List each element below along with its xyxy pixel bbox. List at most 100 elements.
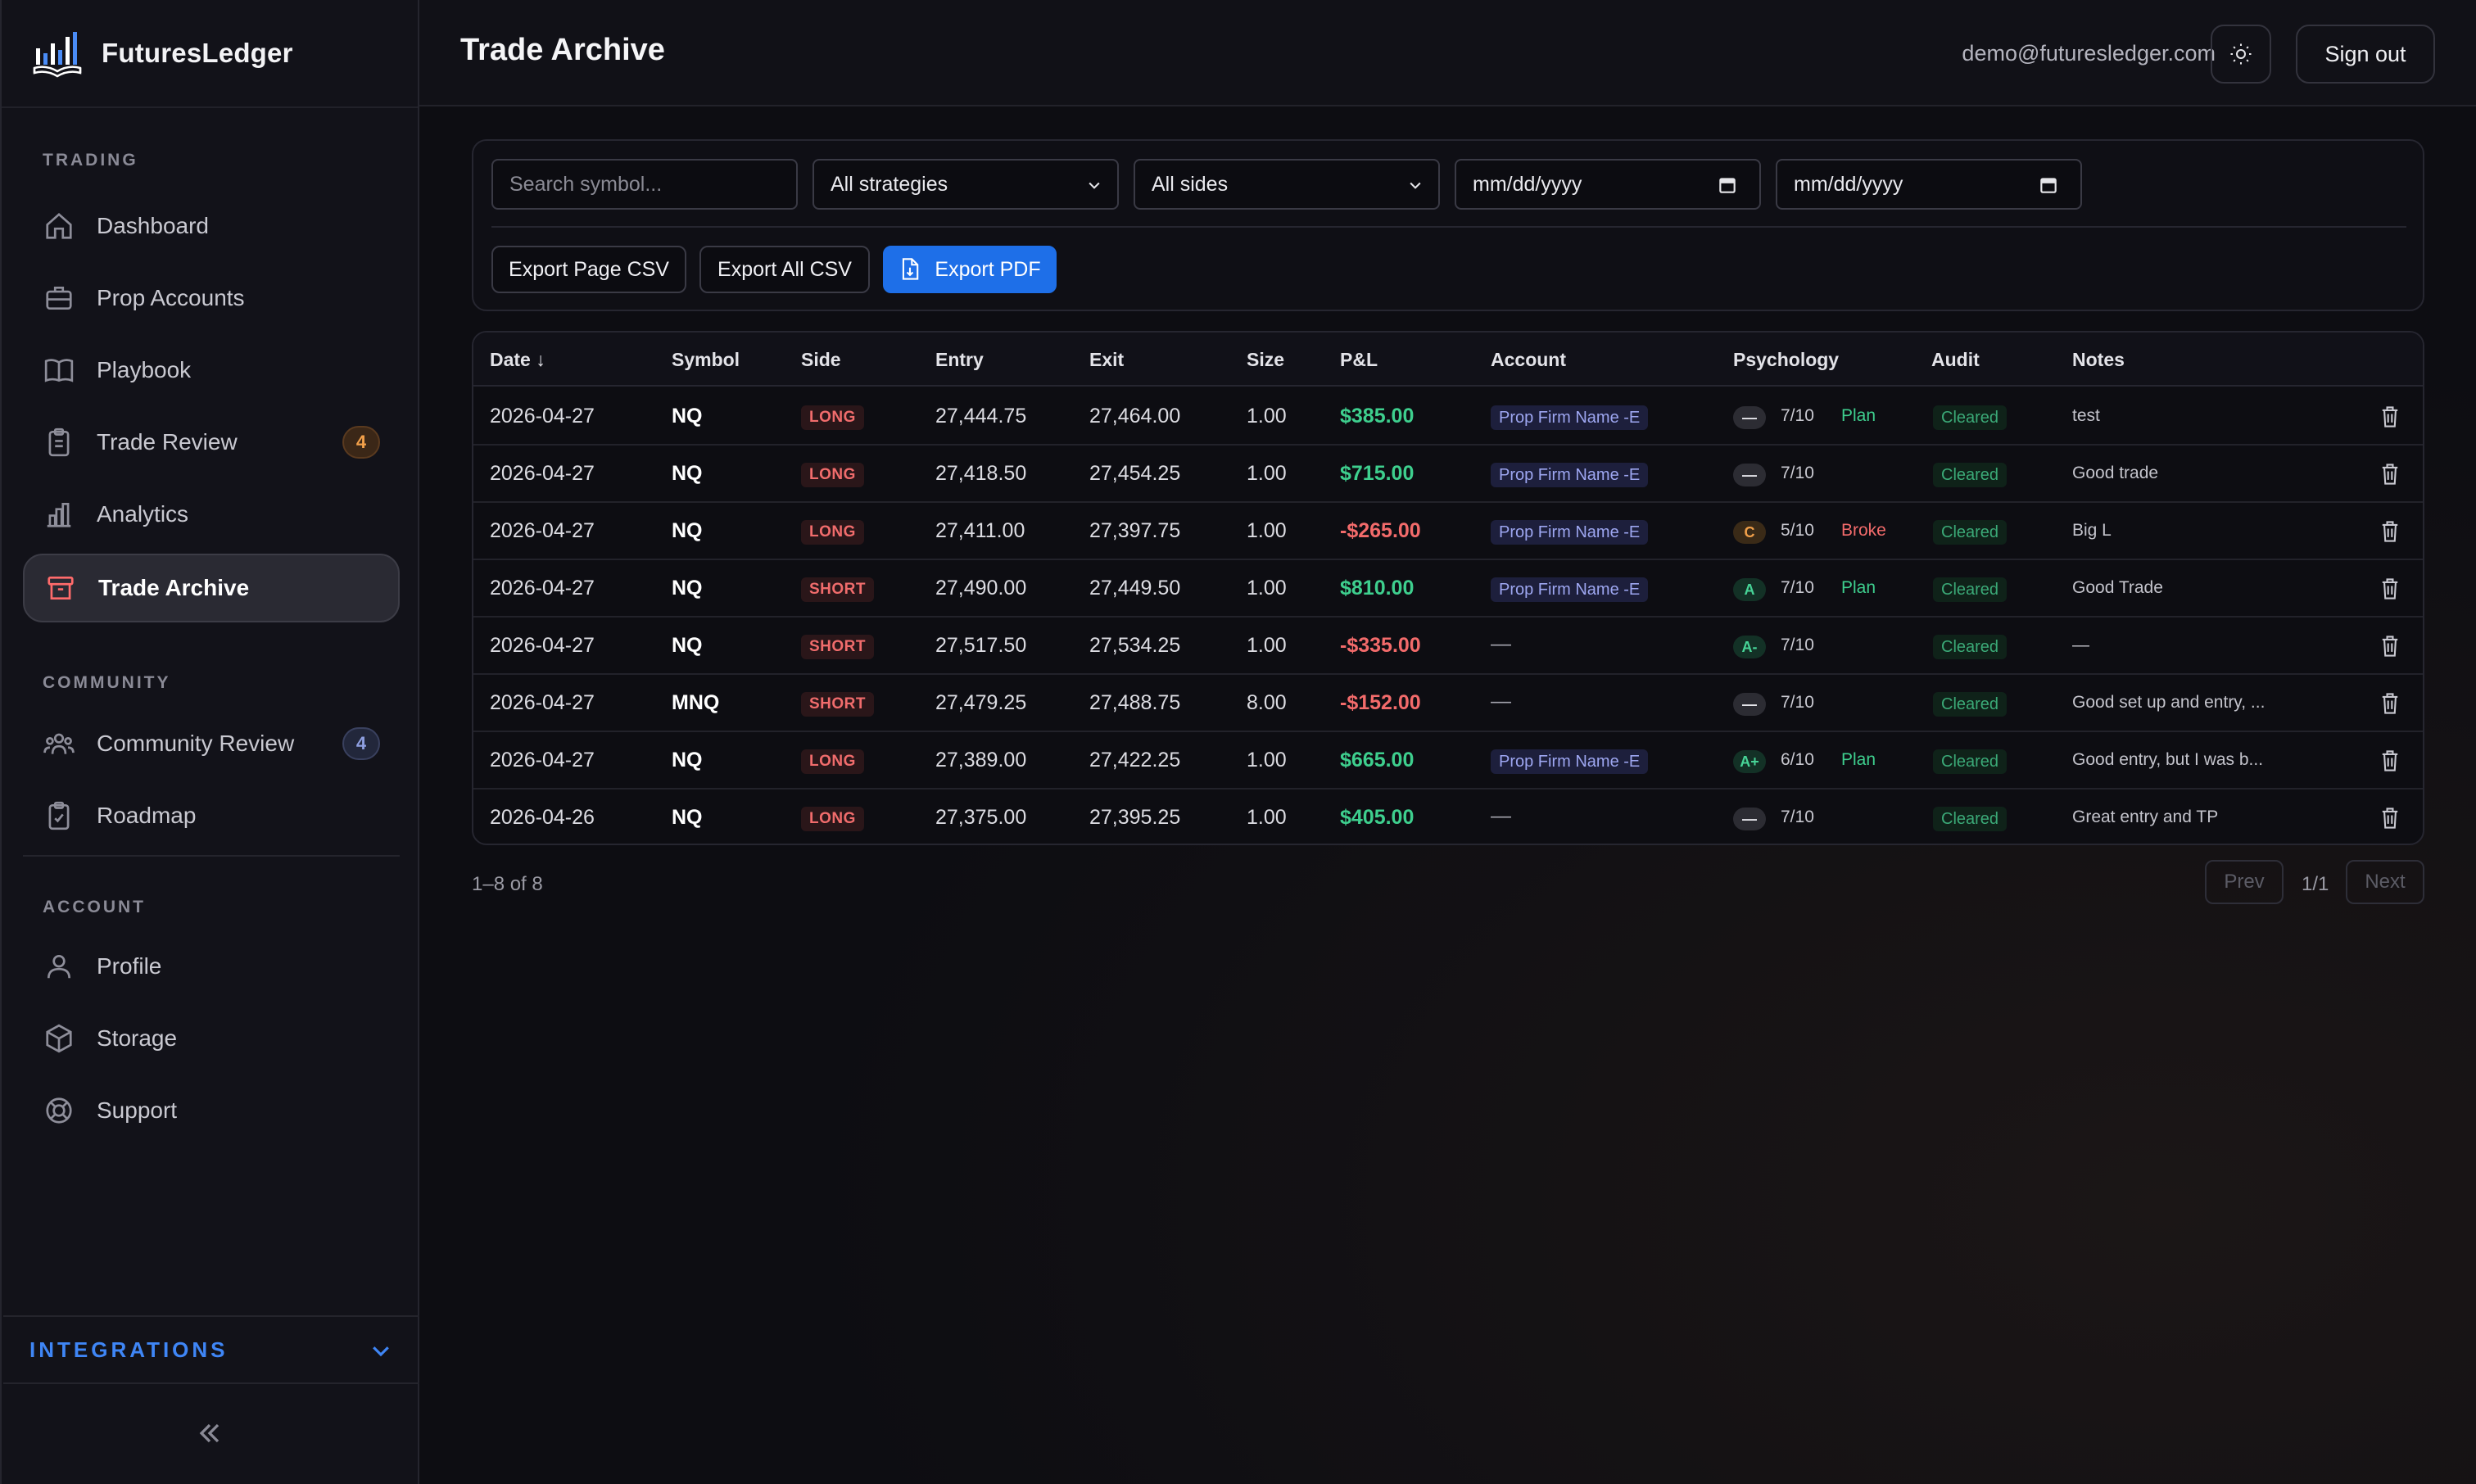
sidebar-item-roadmap[interactable]: Roadmap — [23, 781, 400, 850]
table-row[interactable]: 2026-04-27 NQ SHORT 27,517.50 27,534.25 1.00 -… — [473, 618, 2423, 675]
trades-table: Date ↓ Symbol Side Entry Exit Size P&L A… — [472, 331, 2424, 845]
sidebar-item-trade-review[interactable]: Trade Review 4 — [23, 408, 400, 477]
prev-page-button[interactable]: Prev — [2205, 860, 2284, 904]
trash-icon[interactable] — [2379, 519, 2401, 544]
column-header-symbol[interactable]: Symbol — [672, 349, 740, 370]
sidebar-item-profile[interactable]: Profile — [23, 932, 400, 1001]
psychology-score: 7/10 — [1781, 636, 1814, 654]
sidebar-item-trade-archive[interactable]: Trade Archive — [23, 554, 400, 622]
collapse-sidebar-icon[interactable] — [193, 1417, 226, 1450]
sidebar-item-analytics[interactable]: Analytics — [23, 480, 400, 549]
sidebar: FuturesLedger TRADING Dashboard Prop Acc… — [0, 0, 419, 1484]
grade-badge: A- — [1733, 636, 1766, 658]
column-header-pnl[interactable]: P&L — [1340, 349, 1378, 370]
next-page-button[interactable]: Next — [2346, 860, 2424, 904]
column-header-entry[interactable]: Entry — [935, 349, 984, 370]
brand[interactable]: FuturesLedger — [2, 0, 418, 108]
cell-notes: — — [2072, 636, 2089, 654]
export-all-csv-button[interactable]: Export All CSV — [699, 246, 870, 293]
sidebar-item-dashboard[interactable]: Dashboard — [23, 192, 400, 260]
cell-date: 2026-04-27 — [490, 749, 595, 771]
export-pdf-label: Export PDF — [935, 257, 1041, 281]
lifebuoy-icon — [43, 1094, 75, 1127]
theme-toggle-button[interactable] — [2211, 25, 2271, 84]
cell-size: 1.00 — [1247, 634, 1287, 657]
date-from-value: mm/dd/yyyy — [1473, 172, 1582, 196]
table-row[interactable]: 2026-04-27 NQ LONG 27,444.75 27,464.00 1.00 $3… — [473, 388, 2423, 446]
table-row[interactable]: 2026-04-27 NQ LONG 27,418.50 27,454.25 1.00 $7… — [473, 446, 2423, 503]
sidebar-item-community-review[interactable]: Community Review 4 — [23, 709, 400, 778]
trash-icon[interactable] — [2379, 577, 2401, 601]
trash-icon[interactable] — [2379, 806, 2401, 830]
column-header-account[interactable]: Account — [1491, 349, 1566, 370]
cell-size: 1.00 — [1247, 405, 1287, 428]
users-icon — [43, 727, 75, 760]
psychology-score: 5/10 — [1781, 521, 1814, 540]
chevron-down-icon — [1089, 182, 1100, 189]
calendar-icon[interactable] — [1717, 174, 1738, 197]
side-badge: LONG — [801, 463, 864, 487]
side-select[interactable]: All sides — [1134, 159, 1440, 210]
trash-icon[interactable] — [2379, 462, 2401, 486]
column-header-psychology[interactable]: Psychology — [1733, 349, 1840, 370]
cell-size: 1.00 — [1247, 806, 1287, 829]
section-label-account: ACCOUNT — [43, 898, 146, 916]
file-pdf-icon — [903, 258, 919, 280]
table-row[interactable]: 2026-04-27 NQ SHORT 27,490.00 27,449.50 1.00 $… — [473, 560, 2423, 618]
column-header-audit[interactable]: Audit — [1931, 349, 1980, 370]
table-row[interactable]: 2026-04-27 NQ LONG 27,389.00 27,422.25 1.00 $6… — [473, 732, 2423, 790]
search-input[interactable]: Search symbol... — [491, 159, 798, 210]
cell-symbol: NQ — [672, 462, 703, 485]
chevron-down-icon — [373, 1346, 389, 1357]
cell-notes: Great entry and TP — [2072, 808, 2219, 826]
cell-symbol: NQ — [672, 577, 703, 599]
calendar-icon[interactable] — [2038, 174, 2059, 197]
community-review-badge: 4 — [342, 727, 380, 760]
cell-exit: 27,534.25 — [1089, 634, 1181, 657]
sidebar-item-playbook[interactable]: Playbook — [23, 336, 400, 405]
trash-icon[interactable] — [2379, 691, 2401, 716]
column-header-notes[interactable]: Notes — [2072, 349, 2125, 370]
sidebar-item-prop-accounts[interactable]: Prop Accounts — [23, 264, 400, 333]
column-header-exit[interactable]: Exit — [1089, 349, 1125, 370]
export-pdf-button[interactable]: Export PDF — [883, 246, 1057, 293]
sidebar-item-label: Trade Archive — [98, 575, 250, 600]
sidebar-item-storage[interactable]: Storage — [23, 1004, 400, 1073]
cell-size: 1.00 — [1247, 577, 1287, 599]
column-header-side[interactable]: Side — [801, 349, 841, 370]
sort-desc-icon: ↓ — [536, 349, 545, 370]
date-to-value: mm/dd/yyyy — [1794, 172, 1903, 196]
trash-icon[interactable] — [2379, 634, 2401, 658]
column-header-size[interactable]: Size — [1247, 349, 1285, 370]
trash-icon[interactable] — [2379, 749, 2401, 773]
date-from-input[interactable]: mm/dd/yyyy — [1455, 159, 1761, 210]
date-to-input[interactable]: mm/dd/yyyy — [1776, 159, 2082, 210]
cell-date: 2026-04-27 — [490, 691, 595, 714]
cell-date: 2026-04-26 — [490, 806, 595, 829]
table-row[interactable]: 2026-04-27 NQ LONG 27,411.00 27,397.75 1.00 -$… — [473, 503, 2423, 560]
strategy-select[interactable]: All strategies — [813, 159, 1119, 210]
sidebar-item-label: Profile — [97, 953, 162, 979]
sign-out-button[interactable]: Sign out — [2296, 25, 2435, 84]
audit-badge: Cleared — [1933, 635, 2008, 659]
column-header-date[interactable]: Date ↓ — [490, 349, 545, 370]
user-icon — [43, 950, 75, 983]
psychology-score: 7/10 — [1781, 808, 1814, 826]
side-badge: LONG — [801, 807, 864, 831]
audit-badge: Cleared — [1933, 520, 2008, 545]
cell-size: 8.00 — [1247, 691, 1287, 714]
integrations-toggle[interactable]: INTEGRATIONS — [3, 1315, 419, 1384]
table-row[interactable]: 2026-04-27 MNQ SHORT 27,479.25 27,488.75 8.00… — [473, 675, 2423, 732]
sidebar-item-label: Trade Review — [97, 429, 238, 455]
account-badge: Prop Firm Name -E — [1491, 463, 1649, 487]
cell-notes: Good entry, but I was b... — [2072, 750, 2264, 769]
grade-badge: C — [1733, 521, 1766, 544]
sidebar-item-support[interactable]: Support — [23, 1076, 400, 1145]
cell-pnl: $385.00 — [1340, 405, 1415, 428]
trash-icon[interactable] — [2379, 405, 2401, 429]
table-row[interactable]: 2026-04-26 NQ LONG 27,375.00 27,395.25 1.00 $4… — [473, 790, 2423, 844]
export-page-csv-button[interactable]: Export Page CSV — [491, 246, 686, 293]
grade-badge: — — [1733, 406, 1766, 429]
cell-date: 2026-04-27 — [490, 634, 595, 657]
integrations-label: INTEGRATIONS — [29, 1337, 229, 1362]
